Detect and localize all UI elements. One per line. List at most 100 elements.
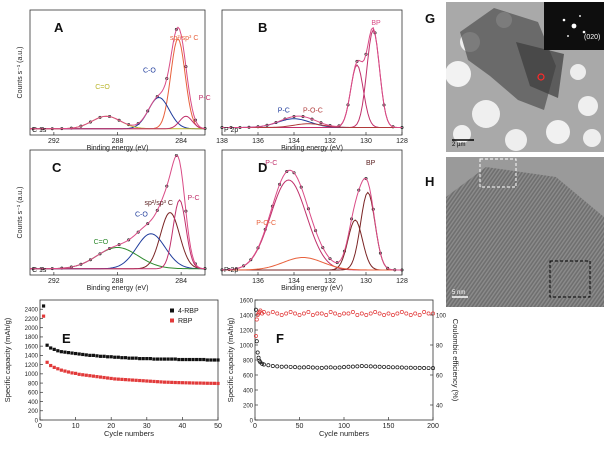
data-point-rbp xyxy=(198,381,202,385)
data-point-rbp xyxy=(52,365,56,369)
fit-curve-p-c xyxy=(30,199,206,270)
data-point-4-rbp xyxy=(202,357,206,362)
data-point-4-rbp xyxy=(195,357,199,362)
data-point-rbp xyxy=(95,375,99,379)
data-point-4-rbp xyxy=(191,357,195,362)
fit-curve-p-c xyxy=(30,115,206,130)
data-point-4-rbp xyxy=(155,357,160,361)
legend-marker-4-rbp xyxy=(170,308,174,313)
data-point-rbp xyxy=(56,367,60,371)
efficiency-point xyxy=(302,311,306,316)
data-point-4-rbp xyxy=(170,357,174,361)
fit-curve-envelope xyxy=(30,26,206,130)
capacity-point xyxy=(260,361,265,366)
y2-axis-label: Coulombic efficiency (%) xyxy=(451,319,460,402)
data-point-4-rbp xyxy=(123,356,128,360)
x-axis-label: Cycle numbers xyxy=(104,429,154,438)
data-point-4-rbp xyxy=(180,357,184,362)
efficiency-point xyxy=(350,310,355,314)
data-point-rbp xyxy=(102,375,106,380)
efficiency-point xyxy=(337,313,342,317)
data-point xyxy=(155,208,159,212)
data-point xyxy=(174,153,178,157)
chart-f: 0 50 100 150 200 0 200 400 600 800 1000 1200 1400 160… xyxy=(226,298,460,438)
data-point-4-rbp xyxy=(198,357,202,362)
data-point-4-rbp xyxy=(84,353,88,357)
tem-h-scale-label: 5 nm xyxy=(452,290,466,296)
efficiency-point xyxy=(355,313,360,317)
data-point-rbp xyxy=(180,381,184,385)
x-tick-label: 132 xyxy=(324,278,336,285)
x-tick-label: 40 xyxy=(179,423,187,430)
efficiency-point xyxy=(328,310,333,314)
data-point-4-rbp xyxy=(184,357,188,362)
efficiency-point xyxy=(399,310,404,314)
data-point-4-rbp xyxy=(102,354,106,358)
x-axis-label: Binding energy (eV) xyxy=(281,285,343,292)
data-point xyxy=(386,266,390,270)
data-point-4-rbp xyxy=(88,353,92,357)
data-point-rbp xyxy=(155,380,160,384)
data-point-rbp xyxy=(88,374,92,378)
data-point xyxy=(98,252,102,256)
legend-label-rbp: RBP xyxy=(178,318,193,325)
x-tick-label: 50 xyxy=(296,423,304,430)
peak-annotation: P-C xyxy=(278,108,290,115)
capacity-point xyxy=(399,365,404,370)
x-tick-label: 150 xyxy=(383,423,395,430)
data-point-4-rbp xyxy=(45,343,49,347)
peak-annotation: P-C xyxy=(199,95,211,102)
capacity-point xyxy=(373,364,378,369)
data-point-4-rbp xyxy=(52,347,56,351)
plot-frame xyxy=(221,9,403,136)
data-point-rbp xyxy=(49,363,53,368)
data-point-4-rbp xyxy=(173,357,177,361)
efficiency-point xyxy=(284,311,289,316)
data-point-rbp xyxy=(106,376,110,380)
y-tick-label: 1400 xyxy=(25,354,39,360)
data-point-4-rbp xyxy=(113,355,117,359)
capacity-point xyxy=(328,365,333,370)
panel-label-h: H xyxy=(425,174,435,189)
x-tick-label: 284 xyxy=(175,278,187,285)
y-tick-label: 1000 xyxy=(25,372,39,378)
data-point-4-rbp xyxy=(130,356,135,360)
y-tick-label: 800 xyxy=(243,358,254,364)
data-point-rbp xyxy=(216,381,220,386)
data-point-4-rbp xyxy=(77,352,81,356)
data-point-rbp xyxy=(127,378,131,382)
data-point xyxy=(328,257,332,261)
peak-annotation: P-C xyxy=(188,195,200,202)
panel-label-a: A xyxy=(54,20,64,35)
data-point-rbp xyxy=(123,378,128,382)
efficiency-point xyxy=(386,311,391,316)
data-point-rbp xyxy=(163,380,167,384)
x-tick-label: 136 xyxy=(252,278,264,285)
x-tick-label: 138 xyxy=(216,138,228,145)
capacity-point xyxy=(391,365,395,370)
plot-frame xyxy=(221,149,403,276)
panel-label-d: D xyxy=(258,160,267,175)
legend-label-4-rbp: 4-RBP xyxy=(178,308,199,315)
efficiency-point xyxy=(408,313,413,317)
capacity-point xyxy=(315,365,320,370)
efficiency-point xyxy=(342,311,346,316)
data-point-4-rbp xyxy=(95,354,99,358)
data-point-4-rbp xyxy=(120,356,124,360)
peak-annotation: sp²/sp³ C xyxy=(170,35,198,42)
capacity-point xyxy=(359,364,364,368)
data-point-4-rbp xyxy=(177,357,181,362)
data-point xyxy=(292,171,296,175)
efficiency-point xyxy=(422,310,427,314)
capacity-point xyxy=(404,365,409,370)
data-point-rbp xyxy=(41,314,46,318)
y-tick-label: 400 xyxy=(243,388,254,394)
capacity-point xyxy=(337,365,342,370)
data-point xyxy=(117,118,121,122)
data-point-rbp xyxy=(173,380,177,385)
data-point-rbp xyxy=(45,360,49,364)
efficiency-point xyxy=(310,313,315,317)
chart-c: 292 288 284 Binding energy (eV) Counts s⁻¹ (… xyxy=(17,149,207,292)
peak-annotation: P-C xyxy=(265,160,277,167)
